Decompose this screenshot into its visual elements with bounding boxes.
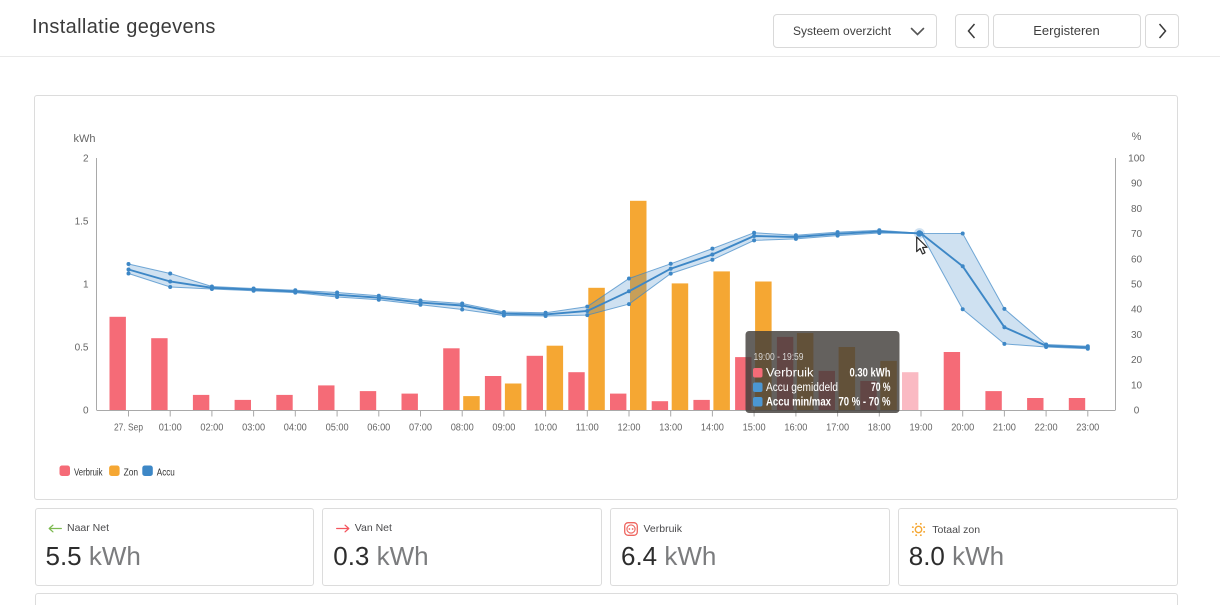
svg-text:90: 90 — [1130, 179, 1142, 190]
svg-text:23:00: 23:00 — [1076, 423, 1099, 434]
svg-text:15:00: 15:00 — [742, 423, 765, 434]
svg-text:0.30 kWh: 0.30 kWh — [849, 368, 890, 380]
svg-text:21:00: 21:00 — [992, 423, 1015, 434]
svg-text:13:00: 13:00 — [659, 423, 682, 434]
svg-text:10: 10 — [1130, 380, 1142, 391]
svg-text:07:00: 07:00 — [409, 423, 432, 434]
svg-text:19:00 - 19:59: 19:00 - 19:59 — [753, 351, 803, 363]
svg-text:%: % — [1131, 131, 1141, 143]
svg-text:20:00: 20:00 — [951, 423, 974, 434]
svg-text:70 % - 70 %: 70 % - 70 % — [838, 397, 890, 409]
svg-text:70: 70 — [1130, 229, 1142, 240]
svg-text:02:00: 02:00 — [200, 423, 223, 434]
svg-text:40: 40 — [1130, 305, 1142, 316]
svg-text:14:00: 14:00 — [700, 423, 723, 434]
svg-text:18:00: 18:00 — [867, 423, 890, 434]
svg-text:20: 20 — [1130, 355, 1142, 366]
svg-text:10:00: 10:00 — [534, 423, 557, 434]
svg-text:0.5: 0.5 — [74, 343, 88, 354]
svg-text:04:00: 04:00 — [283, 423, 306, 434]
svg-text:Zon: Zon — [123, 468, 138, 479]
svg-text:11:00: 11:00 — [575, 423, 598, 434]
svg-text:Accu gemiddeld: Accu gemiddeld — [766, 382, 838, 394]
svg-text:Accu min/max: Accu min/max — [766, 397, 831, 409]
svg-text:2: 2 — [82, 154, 88, 165]
svg-text:05:00: 05:00 — [325, 423, 348, 434]
svg-text:0: 0 — [1133, 406, 1139, 417]
svg-text:03:00: 03:00 — [242, 423, 265, 434]
svg-text:0: 0 — [82, 406, 88, 417]
svg-text:Verbruik: Verbruik — [766, 368, 814, 380]
svg-text:70 %: 70 % — [871, 382, 891, 394]
svg-text:27. Sep: 27. Sep — [114, 423, 143, 434]
svg-text:30: 30 — [1130, 330, 1142, 341]
svg-text:1: 1 — [82, 280, 88, 291]
svg-text:100: 100 — [1128, 154, 1145, 165]
svg-text:12:00: 12:00 — [617, 423, 640, 434]
svg-text:16:00: 16:00 — [784, 423, 807, 434]
svg-text:Verbruik: Verbruik — [74, 468, 103, 479]
svg-text:19:00: 19:00 — [909, 423, 932, 434]
svg-text:80: 80 — [1130, 204, 1142, 215]
svg-text:08:00: 08:00 — [450, 423, 473, 434]
svg-text:1.5: 1.5 — [74, 217, 88, 228]
svg-text:kWh: kWh — [73, 133, 95, 145]
svg-text:09:00: 09:00 — [492, 423, 515, 434]
svg-text:17:00: 17:00 — [826, 423, 849, 434]
svg-text:50: 50 — [1130, 280, 1142, 291]
svg-text:22:00: 22:00 — [1034, 423, 1057, 434]
svg-text:Accu: Accu — [156, 468, 174, 479]
svg-text:06:00: 06:00 — [367, 423, 390, 434]
svg-text:60: 60 — [1130, 254, 1142, 265]
svg-text:01:00: 01:00 — [158, 423, 181, 434]
